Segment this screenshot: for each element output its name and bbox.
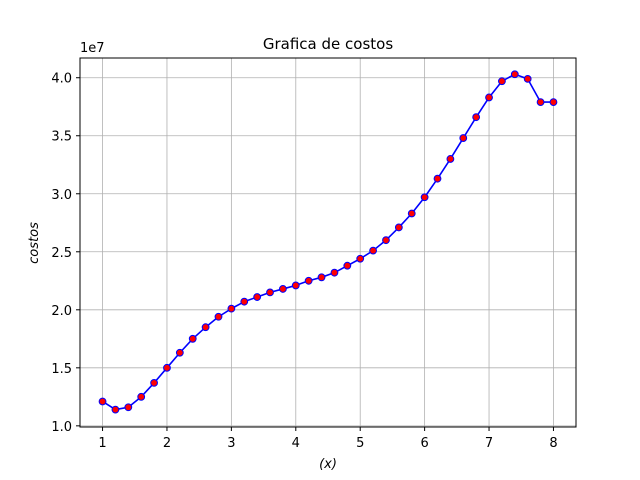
x-tick-label: 7 [485,436,493,451]
data-point [446,155,455,163]
x-axis: 1 2 3 4 5 6 7 8 [98,427,558,451]
data-point [472,113,481,122]
series-markers [98,70,558,414]
x-tick-label: 1 [98,436,106,451]
data-point [266,288,274,297]
data-point [343,261,352,270]
data-point [317,273,326,282]
data-point [201,323,210,332]
cost-line [102,73,554,411]
series-line [102,73,554,411]
data-point [240,297,249,306]
data-point [253,293,262,301]
data-point [485,93,493,102]
data-point [98,397,107,406]
data-point [150,379,158,387]
data-point [523,74,532,83]
grid-lines [80,58,576,427]
data-point [330,268,339,277]
data-point [510,70,519,79]
data-point [279,285,287,293]
data-point [214,312,223,321]
x-tick-label: 8 [549,436,557,451]
data-point [407,209,416,218]
y-tick-label: 4.0 [51,72,72,87]
x-tick-label: 6 [420,436,428,451]
y-tick-label: 2.5 [51,246,72,261]
data-point [304,276,313,285]
data-point [188,334,197,343]
y-tick-label: 3.0 [51,188,72,203]
y-axis-label: costos [27,222,42,264]
x-tick-label: 3 [227,436,235,451]
chart-title: Grafica de costos [263,35,393,53]
data-point [382,236,390,245]
data-point [433,174,442,183]
data-point [137,392,146,401]
y-tick-label: 1.5 [51,362,72,377]
plot-frame [79,57,577,428]
data-point [111,405,120,414]
y-axis: 1.0 1.5 2.0 2.5 3.0 3.5 4.0 [51,72,80,435]
x-axis-label: (x) [319,457,337,472]
data-point [356,254,365,263]
data-point [394,223,403,232]
y-tick-label: 1.0 [51,420,72,435]
data-point [163,363,171,372]
data-point [369,246,377,255]
data-point [291,281,300,290]
data-point [536,98,545,106]
x-tick-label: 2 [163,436,171,451]
data-point [498,77,506,86]
data-point [549,98,558,106]
y-tick-label: 2.0 [51,304,72,319]
y-tick-label: 3.5 [51,130,72,145]
data-point [175,348,184,357]
data-point [459,134,468,142]
x-tick-label: 4 [292,436,300,451]
data-point [420,193,429,202]
data-point [227,304,236,313]
y-offset-label: 1e7 [80,41,105,56]
x-tick-label: 5 [356,436,364,451]
data-point [124,403,133,412]
